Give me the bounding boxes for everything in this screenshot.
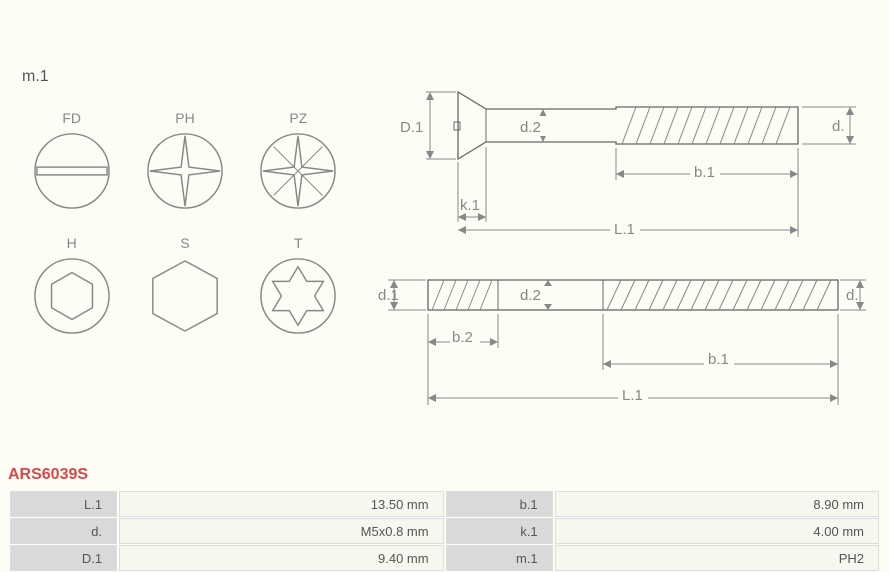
drive-label-fd: FD	[30, 110, 113, 126]
spec-key: L.1	[10, 491, 117, 517]
drive-t: T	[257, 235, 340, 340]
spec-key: b.1	[446, 491, 553, 517]
drive-row-1: FD PH PZ	[30, 110, 340, 215]
drive-label-ph: PH	[143, 110, 226, 126]
pozidriv-icon	[259, 132, 337, 210]
double-thread-screw-diagram: d.1 d.2 d. b.2 b.1 L.1	[378, 270, 870, 415]
dim-b1-2: b.1	[708, 351, 729, 368]
spec-val: 8.90 mm	[555, 491, 879, 517]
drive-label-pz: PZ	[257, 110, 340, 126]
dim-k1: k.1	[460, 197, 480, 214]
dim-b1-1: b.1	[694, 164, 715, 181]
drive-h: H	[30, 235, 113, 340]
dim-d-1: d.	[832, 118, 845, 135]
drive-ph: PH	[143, 110, 226, 215]
phillips-icon	[146, 132, 224, 210]
table-row: D.1 9.40 mm m.1 PH2	[10, 545, 879, 571]
drive-label-s: S	[143, 235, 226, 251]
dim-D1: D.1	[400, 119, 423, 136]
drive-row-2: H S T	[30, 235, 340, 340]
spec-val: M5x0.8 mm	[119, 518, 444, 544]
diagram-area: m.1 FD PH PZ	[0, 0, 889, 445]
drive-s: S	[143, 235, 226, 340]
dim-d-2: d.	[846, 287, 859, 304]
dim-d2-2: d.2	[520, 287, 541, 304]
dim-d1: d.1	[378, 287, 399, 304]
drive-label-h: H	[30, 235, 113, 251]
slot-icon	[33, 132, 111, 210]
spec-val: 9.40 mm	[119, 545, 444, 571]
drive-pz: PZ	[257, 110, 340, 215]
torx-icon	[259, 257, 337, 335]
countersunk-screw-diagram: D.1 d.2 d. k.1 b.1 L.1	[378, 62, 870, 247]
table-row: d. M5x0.8 mm k.1 4.00 mm	[10, 518, 879, 544]
spec-val: 4.00 mm	[555, 518, 879, 544]
spec-key: k.1	[446, 518, 553, 544]
dim-d2-1: d.2	[520, 119, 541, 136]
dim-L1-2: L.1	[622, 387, 643, 404]
drive-types-grid: FD PH PZ	[30, 110, 340, 360]
drive-label-t: T	[257, 235, 340, 251]
hex-external-icon	[146, 257, 224, 335]
dim-b2: b.2	[452, 329, 473, 346]
part-number: ARS6039S	[8, 466, 88, 484]
spec-key: D.1	[10, 545, 117, 571]
table-row: L.1 13.50 mm b.1 8.90 mm	[10, 491, 879, 517]
spec-key: d.	[10, 518, 117, 544]
dim-L1-1: L.1	[614, 221, 635, 238]
drive-fd: FD	[30, 110, 113, 215]
spec-val: PH2	[555, 545, 879, 571]
spec-val: 13.50 mm	[119, 491, 444, 517]
drive-type-group-label: m.1	[22, 68, 49, 86]
hex-socket-icon	[33, 257, 111, 335]
spec-key: m.1	[446, 545, 553, 571]
spec-table: L.1 13.50 mm b.1 8.90 mm d. M5x0.8 mm k.…	[8, 490, 881, 572]
